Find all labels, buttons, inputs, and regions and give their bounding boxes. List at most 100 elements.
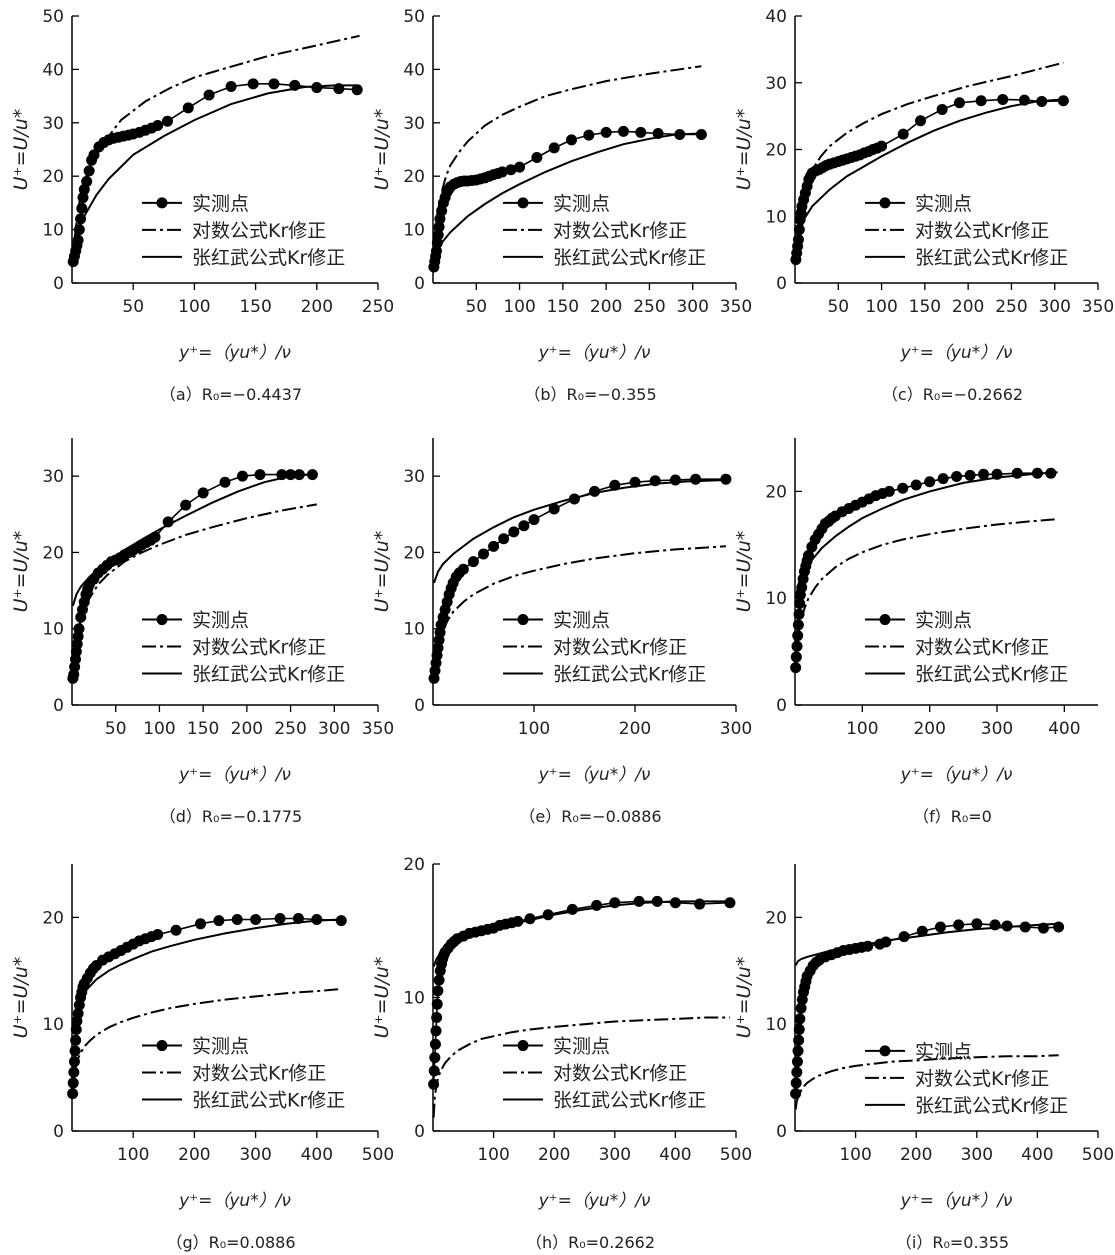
y-tick-label: 0	[776, 696, 787, 716]
legend-label-2: 张红武公式Kr修正	[192, 1090, 345, 1112]
legend-label-1: 对数公式Kr修正	[192, 1063, 326, 1085]
legend-label-0: 实测点	[915, 193, 972, 215]
series-line-2	[71, 918, 342, 1030]
y-axis-title: U⁺=U/u*	[371, 957, 393, 1039]
legend-label-1: 对数公式Kr修正	[915, 220, 1049, 242]
data-point	[432, 985, 444, 997]
data-point	[883, 485, 895, 497]
x-tick-label: 300	[961, 1145, 993, 1165]
x-axis-title: y⁺=（yu*）/ν	[538, 765, 651, 785]
x-tick-label: 50	[122, 297, 144, 317]
chart-panel-3: 0 10 20 30 50 100 150 200 250 300 350 U⁺=U/u* y⁺=（yu…	[10, 438, 394, 826]
y-tick-label: 20	[765, 482, 787, 502]
data-point	[880, 936, 892, 948]
data-point	[70, 1034, 82, 1046]
legend-label-1: 对数公式Kr修正	[553, 1063, 687, 1085]
data-point	[431, 1012, 443, 1024]
data-point	[971, 918, 983, 930]
data-point	[975, 95, 987, 107]
y-axis-title: U⁺=U/u*	[10, 109, 32, 191]
x-tick-label: 100	[846, 719, 878, 739]
y-tick-label: 10	[765, 207, 787, 227]
chart-caption: （d）R₀=−0.1775	[160, 807, 303, 826]
y-tick-label: 20	[42, 167, 64, 187]
x-tick-label: 300	[239, 1145, 271, 1165]
data-point	[997, 93, 1009, 105]
x-tick-label: 100	[117, 1145, 149, 1165]
data-point	[566, 903, 578, 915]
data-point	[897, 482, 909, 494]
data-point	[335, 915, 347, 927]
y-tick-label: 0	[414, 696, 425, 716]
y-tick-label: 10	[42, 620, 64, 640]
x-tick-label: 200	[178, 1145, 210, 1165]
y-tick-label: 10	[403, 221, 425, 241]
y-tick-label: 0	[776, 1122, 787, 1142]
x-tick-label: 300	[981, 719, 1013, 739]
data-point	[790, 662, 802, 674]
chart-panel-7: 0 10 20 100 200 300 400 500 U⁺=U/u* y⁺=（yu*）/ν （h）…	[371, 855, 752, 1252]
y-axis-title: U⁺=U/u*	[733, 957, 755, 1039]
x-tick-label: 50	[105, 719, 127, 739]
data-point	[617, 125, 629, 137]
y-tick-label: 30	[42, 114, 64, 134]
data-point	[795, 1002, 807, 1014]
data-point	[182, 102, 194, 114]
series-line-2	[432, 132, 702, 268]
data-point	[802, 549, 814, 561]
x-tick-label: 100	[518, 719, 550, 739]
data-point	[236, 470, 248, 482]
data-point	[583, 129, 595, 141]
x-tick-label: 400	[1048, 719, 1080, 739]
legend-label-2: 张红武公式Kr修正	[192, 664, 345, 686]
data-point	[247, 78, 259, 90]
y-tick-label: 10	[42, 221, 64, 241]
chart-panel-8: 0 10 20 100 200 300 400 500 U⁺=U/u* y⁺=（yu*）/ν （i）…	[733, 864, 1114, 1252]
chart-panel-1: 0 10 20 30 40 50 50 100 150 200 250 300 350 U⁺=U/u* y⁺…	[371, 7, 752, 404]
x-tick-label: 150	[239, 297, 271, 317]
chart-panel-6: 0 10 20 100 200 300 400 500 U⁺=U/u* y⁺=（yu*）/ν （g）…	[10, 864, 394, 1252]
data-point	[669, 474, 681, 486]
data-point	[916, 925, 928, 937]
data-point	[790, 1088, 802, 1100]
x-tick-label: 100	[178, 297, 210, 317]
y-tick-label: 30	[765, 74, 787, 94]
series-line-2	[432, 900, 730, 968]
data-point	[1019, 921, 1031, 933]
data-point	[68, 1066, 80, 1078]
series-line-1	[794, 61, 1064, 257]
legend-label-1: 对数公式Kr修正	[915, 637, 1049, 659]
data-point	[953, 97, 965, 109]
legend-marker	[879, 197, 891, 209]
series-line-2	[794, 98, 1064, 260]
x-tick-label: 200	[619, 719, 651, 739]
series-line-1	[794, 518, 1058, 668]
x-tick-label: 50	[465, 297, 487, 317]
data-point	[268, 78, 280, 90]
data-point	[724, 897, 736, 909]
legend-marker	[156, 1040, 168, 1052]
y-axis-title: U⁺=U/u*	[371, 531, 393, 613]
series-line-2	[72, 84, 358, 257]
data-point	[429, 1038, 441, 1050]
data-point	[429, 1052, 441, 1064]
data-point	[433, 974, 445, 986]
chart-caption: （g）R₀=0.0886	[166, 1233, 295, 1252]
x-tick-label: 300	[318, 719, 350, 739]
x-tick-label: 350	[362, 719, 394, 739]
data-point	[514, 161, 526, 173]
legend-marker	[517, 614, 529, 626]
data-point	[478, 548, 489, 560]
data-point	[953, 919, 965, 931]
data-point	[600, 126, 612, 138]
data-point	[1001, 920, 1013, 932]
x-tick-label: 400	[659, 1145, 691, 1165]
data-point	[152, 119, 164, 131]
data-point	[225, 80, 237, 92]
y-axis-title: U⁺=U/u*	[10, 531, 32, 613]
x-axis-title: y⁺=（yu*）/ν	[900, 765, 1013, 785]
legend-label-0: 实测点	[192, 193, 249, 215]
y-tick-label: 10	[42, 1015, 64, 1035]
data-point	[152, 928, 164, 940]
legend-marker	[517, 1040, 529, 1052]
